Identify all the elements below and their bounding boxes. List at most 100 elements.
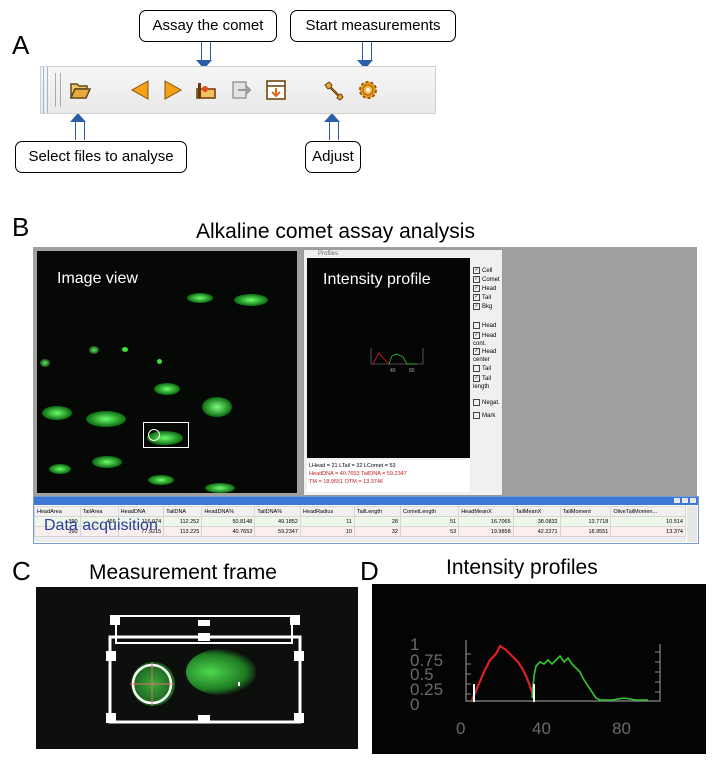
next-icon[interactable]	[162, 79, 184, 101]
table-header[interactable]: CometLength	[399, 506, 460, 517]
window-maximize-button[interactable]	[682, 498, 688, 503]
profiles-window: Profiles Intensity profile 40 80 ✓ Cell ✓…	[303, 249, 503, 496]
table-header[interactable]: HeadMeanX	[458, 506, 514, 517]
image-view[interactable]: Image view	[37, 251, 297, 493]
table-cell: 112.252	[163, 516, 203, 527]
previous-icon[interactable]	[129, 79, 151, 101]
grip-icon[interactable]	[43, 67, 48, 113]
table-cell: 42.2271	[512, 526, 561, 537]
horizontal-scrollbar[interactable]	[34, 537, 686, 542]
intensity-profile-label: Intensity profile	[323, 271, 431, 288]
panel-b-title: Alkaline comet assay analysis	[196, 220, 475, 243]
table-cell: 49.1852	[254, 516, 301, 527]
checkbox-bkg[interactable]: ✓ Bkg	[473, 303, 493, 311]
frame-head-circle	[148, 429, 160, 441]
table-header[interactable]: OliveTailMomen...	[610, 506, 686, 517]
adjust-callout: Adjust	[305, 141, 361, 173]
profiles-window-title: Profiles	[318, 251, 339, 257]
table-cell: 28	[353, 516, 401, 527]
panel-d-title: Intensity profiles	[446, 556, 598, 579]
comet-blob	[205, 483, 235, 493]
comet-blob	[234, 294, 268, 306]
comet-blob	[89, 346, 99, 354]
panel-c-title: Measurement frame	[89, 561, 277, 584]
panel-c-letter: C	[12, 556, 31, 586]
table-cell	[79, 526, 119, 537]
table-cell: 19.9858	[458, 526, 514, 537]
table-cell: 11	[299, 516, 355, 527]
table-header[interactable]: TailArea	[79, 506, 119, 517]
x-tick-40: 40	[532, 719, 551, 738]
table-header[interactable]: HeadDNA%	[201, 506, 256, 517]
checkbox-head-outline[interactable]: Head	[473, 322, 496, 330]
table-header[interactable]: HeadRadius	[299, 506, 355, 517]
data-table-titlebar	[34, 497, 698, 505]
export-icon[interactable]	[230, 79, 252, 101]
profile-options-list: ✓ Cell ✓ Comet ✓ Head ✓ Tail ✓ Bkg Head ✓ Head…	[471, 262, 501, 442]
table-cell: 40.7653	[201, 526, 256, 537]
table-header[interactable]: TailMeanX	[512, 506, 561, 517]
x-tick-80: 80	[612, 719, 631, 738]
stats-line-1: LHead = 21 LTail = 32 LComet = 53	[309, 463, 396, 469]
data-table: HeadArea TailArea HeadDNA TailDNA HeadDN…	[34, 506, 686, 537]
table-cell: 113.225	[163, 526, 203, 537]
panel-a-letter: A	[12, 30, 30, 60]
checkbox-tail-length[interactable]: ✓ Tail length	[473, 375, 492, 391]
table-header[interactable]: TailLength	[353, 506, 401, 517]
checkbox-head-center[interactable]: ✓ Head center	[473, 348, 497, 364]
intensity-profile-canvas[interactable]: Intensity profile 40 80	[307, 258, 470, 458]
y-tick-0-25: 0.25	[410, 680, 443, 699]
x-tick-0: 0	[456, 719, 465, 738]
table-row[interactable]: 390 77.9215 113.225 40.7653 59.2347 10 3…	[34, 526, 686, 537]
mini-tick-40: 40	[390, 368, 396, 374]
intensity-profiles-view[interactable]: 1 0.75 0.5 0.25 0 0 40 80	[372, 584, 706, 754]
table-header[interactable]: TailMoment	[559, 506, 612, 517]
checkbox-cell[interactable]: ✓ Cell	[473, 267, 493, 275]
measurement-frame-overlay	[106, 615, 304, 724]
checkbox-tail-outline[interactable]: Tail	[473, 365, 491, 373]
mini-tick-80: 80	[409, 368, 415, 374]
adjust-wrench-icon[interactable]	[322, 79, 344, 101]
head-profile-line	[470, 644, 536, 701]
comet-blob	[86, 411, 126, 427]
measurement-frame-small[interactable]	[143, 422, 189, 448]
stats-box: LHead = 21 LTail = 32 LComet = 53 HeadDN…	[307, 460, 470, 492]
panel-b-letter: B	[12, 212, 30, 242]
vertical-scrollbar[interactable]	[687, 506, 697, 542]
checkbox-head[interactable]: ✓ Head	[473, 285, 497, 293]
grip-icon	[55, 73, 61, 107]
assay-comet-callout: Assay the comet	[139, 10, 277, 42]
comet-blob	[122, 347, 128, 352]
panel-d-letter: D	[360, 556, 379, 586]
table-header[interactable]: HeadDNA	[117, 506, 165, 517]
checkbox-head-cont[interactable]: ✓ Head cont.	[473, 332, 497, 348]
start-measurements-callout: Start measurements	[290, 10, 456, 42]
table-cell: 10.514	[610, 516, 686, 527]
assay-comet-icon[interactable]	[195, 79, 217, 101]
table-header[interactable]: HeadArea	[34, 506, 81, 517]
comet-blob	[148, 475, 174, 485]
window-close-button[interactable]	[690, 498, 696, 503]
checkbox-negat[interactable]: Negat.	[473, 399, 500, 407]
arrow-to-adjust-icon	[324, 113, 340, 140]
mini-intensity-plot: 40 80	[370, 348, 424, 374]
measurement-frame-view[interactable]	[36, 587, 358, 749]
window-minimize-button[interactable]	[674, 498, 680, 503]
stats-line-2: HeadDNA = 40.7653 TailDNA = 59.2347	[309, 471, 407, 477]
y-tick-1: 1	[410, 635, 419, 654]
checkbox-comet[interactable]: ✓ Comet	[473, 276, 500, 284]
table-header[interactable]: TailDNA%	[254, 506, 301, 517]
checkbox-mark[interactable]: Mark	[473, 412, 495, 420]
import-icon[interactable]	[265, 79, 287, 101]
toolbar	[40, 66, 436, 114]
table-header[interactable]: TailDNA	[163, 506, 203, 517]
data-table-window: HeadArea TailArea HeadDNA TailDNA HeadDN…	[33, 496, 699, 544]
data-acquisition-label: Data acquisition	[44, 517, 158, 534]
table-cell: 59.2347	[254, 526, 301, 537]
intensity-profiles-chart: 1 0.75 0.5 0.25 0 0 40 80	[410, 635, 661, 738]
table-cell: 50.8148	[201, 516, 256, 527]
settings-gear-icon[interactable]	[357, 79, 379, 101]
open-folder-icon[interactable]	[69, 79, 91, 101]
checkbox-tail[interactable]: ✓ Tail	[473, 294, 492, 302]
table-cell: 51	[399, 516, 460, 527]
